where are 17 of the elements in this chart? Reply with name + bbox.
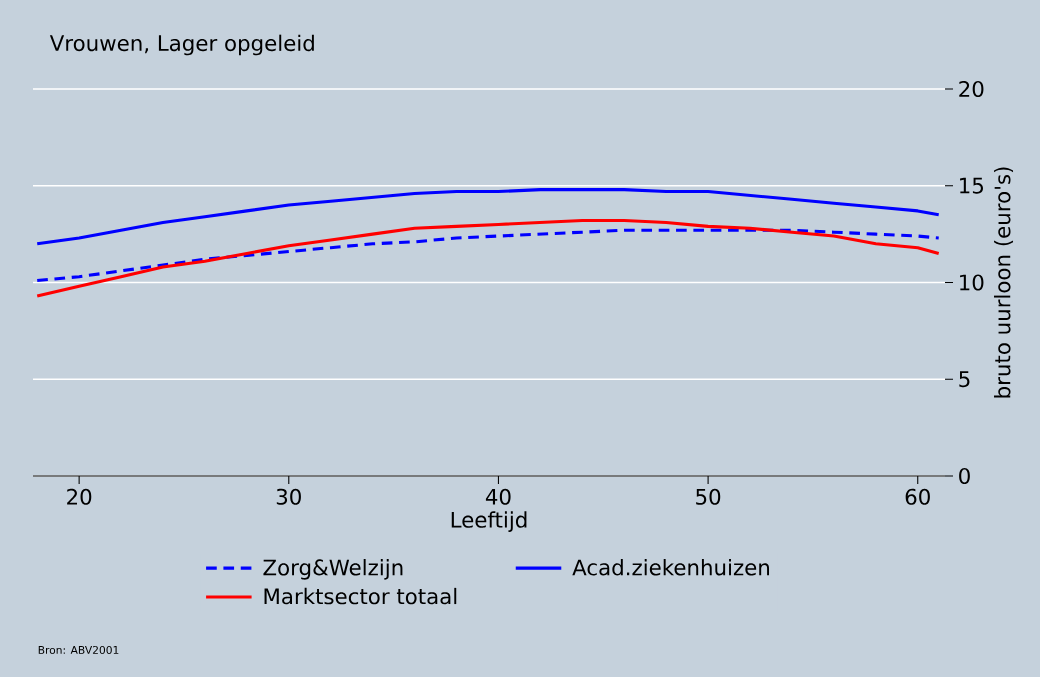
legend-label: Acad.ziekenhuizen	[572, 558, 770, 576]
x-tick-label: 50	[696, 488, 721, 505]
legend-label: Marktsector totaal	[264, 587, 457, 605]
x-tick-label: 60	[905, 488, 930, 505]
x-axis-title: Leeftijd	[451, 511, 527, 532]
chart-title: Vrouwen, Lager opgeleid	[49, 34, 314, 56]
y-axis-title: bruto uurloon (euro's)	[994, 167, 1014, 398]
x-tick-label: 30	[276, 488, 301, 505]
x-tick-label: 40	[485, 488, 511, 505]
text: Bron: ABV2001	[38, 645, 119, 655]
y-tick-label: 20	[959, 80, 984, 98]
y-tick-label: 0	[959, 467, 970, 485]
y-tick-label: 10	[960, 274, 984, 291]
y-tick-label: 5	[959, 371, 970, 388]
legend-label: Zorg&Welzijn	[263, 558, 403, 580]
y-tick-label: 15	[960, 177, 983, 194]
x-tick-label: 20	[67, 488, 92, 505]
